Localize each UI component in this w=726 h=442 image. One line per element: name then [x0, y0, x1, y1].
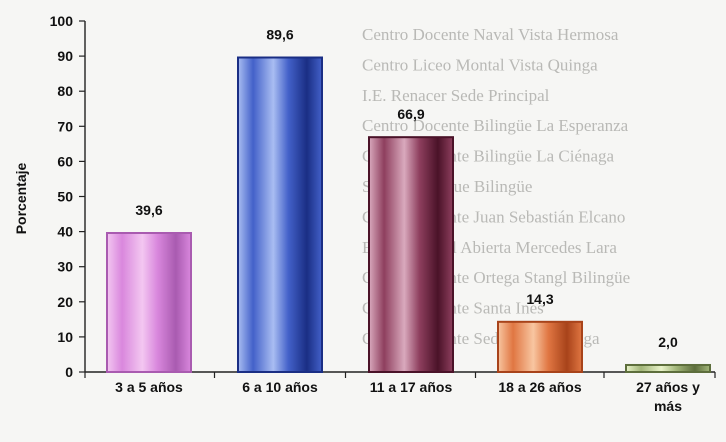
y-tick-label: 100	[50, 13, 74, 29]
background-text-line: Centro Liceo Montal Vista Quinga	[362, 55, 598, 74]
axes: 0 10 20 30 40 50 60 70 80 90 100 Porcentaje	[13, 13, 716, 380]
y-tick-label: 20	[57, 294, 73, 310]
data-label: 89,6	[266, 27, 293, 43]
data-label: 2,0	[658, 334, 678, 350]
y-tick-label: 40	[57, 224, 73, 240]
y-axis-title: Porcentaje	[13, 162, 29, 234]
background-text-line: Centro Docente Bilingüe La Esperanza	[362, 116, 629, 135]
y-tick-label: 50	[57, 189, 73, 205]
background-text-line: Centro Docente Naval Vista Hermosa	[362, 25, 619, 44]
bar	[106, 232, 192, 373]
bar	[368, 136, 454, 373]
category-label: 3 a 5 años	[115, 379, 183, 395]
y-tick-label: 70	[57, 118, 73, 134]
bars	[106, 56, 711, 374]
data-label: 14,3	[526, 291, 553, 307]
y-tick-label: 0	[65, 364, 73, 380]
y-tick-label: 80	[57, 83, 73, 99]
bar	[625, 363, 711, 374]
category-label: 11 a 17 años	[370, 379, 453, 395]
bar	[497, 320, 583, 374]
category-label: 6 a 10 años	[242, 379, 318, 395]
y-tick-label: 10	[57, 329, 73, 345]
category-label: 18 a 26 años	[498, 379, 581, 395]
y-tick-label: 60	[57, 153, 73, 169]
category-label: 27 años y	[636, 379, 700, 395]
bar	[237, 56, 323, 374]
background-text-line: I.E. Renacer Sede Principal	[362, 86, 550, 105]
y-tick-label: 90	[57, 48, 73, 64]
labels: 39,6 3 a 5 años 89,6 6 a 10 años 66,9 11 a 17…	[115, 27, 700, 414]
data-label: 39,6	[135, 202, 162, 218]
y-tick-label: 30	[57, 259, 73, 275]
data-label: 66,9	[397, 106, 424, 122]
category-label: más	[654, 398, 682, 414]
